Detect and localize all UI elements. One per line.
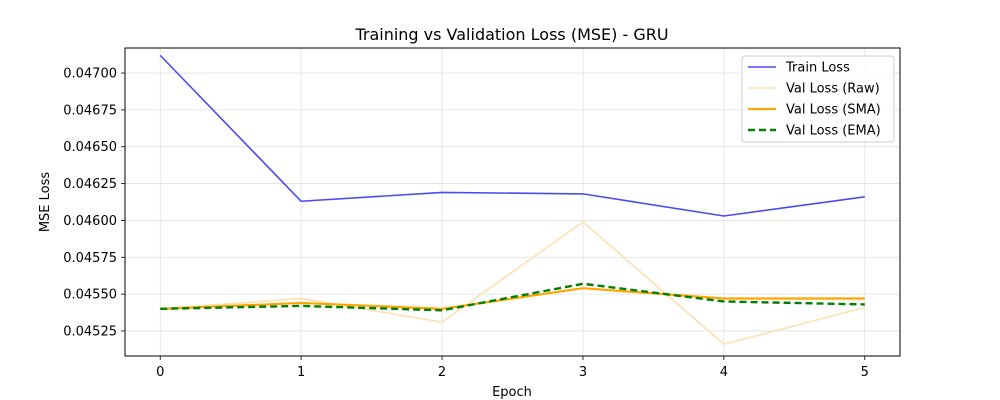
legend-box bbox=[741, 55, 895, 143]
series-line-val-loss-raw bbox=[160, 221, 865, 346]
y-tick-label: 0.04600 bbox=[63, 214, 117, 229]
legend-label: Val Loss (SMA) bbox=[786, 103, 881, 118]
y-tick-label: 0.04650 bbox=[63, 140, 117, 155]
x-tick-label: 4 bbox=[720, 365, 728, 380]
x-tick-label: 5 bbox=[861, 365, 869, 380]
y-tick-label: 0.04675 bbox=[63, 103, 117, 118]
series-line-val-loss-sma bbox=[160, 287, 865, 310]
y-axis-label: MSE Loss bbox=[38, 172, 53, 233]
y-tick-label: 0.04625 bbox=[63, 177, 117, 192]
plot-lines bbox=[159, 54, 865, 346]
series-line-train-loss bbox=[159, 54, 865, 217]
y-tick-label: 0.04575 bbox=[63, 251, 117, 266]
legend-label: Val Loss (EMA) bbox=[786, 124, 881, 139]
legend-label: Val Loss (Raw) bbox=[786, 82, 880, 97]
legend-label: Train Loss bbox=[785, 61, 850, 76]
x-tick-label: 1 bbox=[297, 365, 305, 380]
y-tick-label: 0.04550 bbox=[63, 288, 117, 303]
x-tick-label: 3 bbox=[579, 365, 587, 380]
plot-frame bbox=[124, 47, 901, 357]
series-line-val-loss-ema bbox=[160, 282, 865, 312]
axis-ticks: 0 1 2 3 4 5 0.04525 0.04550 0.04575 0.04600 0.0462… bbox=[63, 67, 869, 380]
x-tick-label: 2 bbox=[438, 365, 446, 380]
y-tick-label: 0.04700 bbox=[63, 67, 117, 82]
x-axis-label: Epoch bbox=[492, 385, 532, 400]
y-tick-label: 0.04525 bbox=[63, 324, 117, 339]
legend: Train Loss Val Loss (Raw) Val Loss (SMA) Va… bbox=[741, 55, 895, 143]
chart-title: Training vs Validation Loss (MSE) - GRU bbox=[354, 25, 668, 44]
x-tick-label: 0 bbox=[156, 365, 164, 380]
